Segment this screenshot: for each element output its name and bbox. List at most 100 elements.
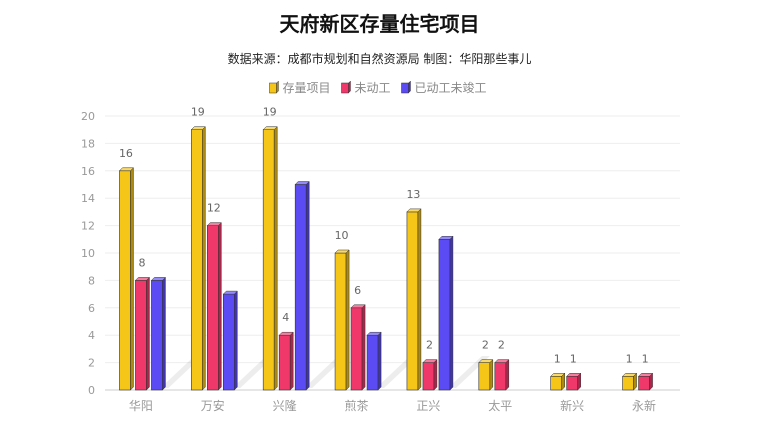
- value-label: 8: [138, 256, 145, 269]
- bar-存量项目-华阳: [119, 170, 131, 391]
- bar-side: [417, 208, 422, 391]
- bar-未动工-兴隆: [278, 334, 291, 391]
- bar-top: [206, 222, 222, 226]
- x-tick-label: 华阳: [129, 399, 153, 413]
- bar-top: [406, 208, 422, 213]
- bar-未动工-万安: [207, 225, 219, 391]
- bar-已动工未竣工-正兴: [438, 239, 451, 391]
- value-label: 2: [482, 339, 489, 352]
- bar-top: [494, 359, 510, 363]
- bar-top: [350, 304, 366, 309]
- bar-side: [202, 126, 206, 391]
- value-label: 13: [406, 188, 420, 201]
- y-tick-label: 16: [81, 165, 95, 178]
- y-tick-label: 20: [81, 110, 95, 123]
- chart-title: 天府新区存量住宅项目: [279, 12, 480, 36]
- y-tick-label: 0: [88, 384, 95, 397]
- x-tick-label: 永新: [632, 398, 656, 413]
- value-label: 19: [263, 106, 277, 119]
- bar-top: [621, 373, 638, 377]
- value-label: 10: [335, 229, 349, 242]
- bar-已动工未竣工-华阳: [151, 280, 163, 391]
- bar-存量项目-新兴: [550, 375, 562, 391]
- x-tick-label: 太平: [488, 398, 512, 413]
- legend: 存量项目 未动工 已动工未竣工: [269, 80, 487, 95]
- chart-subtitle: 数据来源：成都市规划和自然资源局 制图：华阳那些事儿: [227, 52, 532, 66]
- bar-存量项目-正兴: [406, 211, 419, 391]
- y-tick-label: 10: [81, 247, 95, 260]
- bar-未动工-新兴: [566, 375, 578, 391]
- bar-top: [294, 181, 310, 185]
- bar-side: [305, 180, 310, 391]
- value-label: 1: [554, 352, 561, 365]
- bar-top: [134, 277, 151, 281]
- x-tick-label: 万安: [201, 398, 225, 413]
- y-tick-label: 12: [81, 220, 95, 233]
- bar-top: [366, 331, 382, 336]
- bar-未动工-永新: [638, 375, 650, 391]
- bar-side: [289, 331, 294, 391]
- legend-swatch-side: [276, 80, 279, 94]
- legend-label: 未动工: [355, 81, 391, 95]
- bar-未动工-华阳: [135, 280, 147, 391]
- value-label: 6: [354, 284, 361, 297]
- bar-top: [566, 373, 582, 377]
- bar-side: [345, 249, 350, 391]
- bars: [118, 126, 654, 391]
- value-label: 2: [498, 339, 505, 352]
- bar-top: [150, 277, 167, 281]
- x-tick-label: 煎茶: [345, 398, 369, 413]
- x-axis: 华阳 万安 兴隆 煎茶 正兴 太平 新兴 永新: [129, 398, 656, 413]
- bar-top: [478, 359, 494, 363]
- bar-top: [550, 373, 566, 377]
- x-tick-label: 新兴: [560, 398, 584, 413]
- value-label: 4: [282, 311, 289, 324]
- legend-swatch-side: [348, 80, 351, 94]
- legend-label: 已动工未竣工: [415, 80, 487, 95]
- value-label: 1: [626, 352, 633, 365]
- legend-swatch: [269, 82, 277, 94]
- x-tick-label: 正兴: [416, 399, 440, 413]
- bar-存量项目-太平: [478, 362, 491, 391]
- y-tick-label: 4: [88, 329, 95, 342]
- y-tick-label: 2: [88, 357, 95, 370]
- bar-side: [361, 304, 366, 391]
- y-tick-label: 14: [81, 192, 95, 205]
- value-label: 1: [642, 352, 649, 365]
- bar-未动工-煎茶: [350, 307, 363, 391]
- y-axis: 0 2 4 6 8 10 12 14 16 18 20: [81, 110, 95, 397]
- y-tick-label: 18: [81, 137, 95, 150]
- bar-top: [334, 249, 350, 254]
- bar-未动工-太平: [494, 362, 507, 391]
- bar-top: [262, 126, 278, 130]
- value-label: 2: [426, 339, 433, 352]
- bar-未动工-正兴: [422, 362, 435, 391]
- legend-swatch-side: [408, 80, 411, 94]
- value-label: 12: [207, 202, 221, 215]
- bar-side: [449, 235, 454, 391]
- y-tick-label: 6: [88, 302, 95, 315]
- bar-存量项目-兴隆: [262, 129, 275, 391]
- legend-label: 存量项目: [283, 81, 331, 95]
- bar-side: [377, 331, 382, 391]
- bar-side: [433, 358, 438, 391]
- legend-swatch: [401, 82, 409, 94]
- bar-side: [489, 358, 494, 391]
- bar-存量项目-永新: [622, 375, 634, 391]
- bar-存量项目-煎茶: [334, 252, 347, 391]
- bar-存量项目-万安: [191, 129, 203, 391]
- value-label: 19: [191, 106, 205, 119]
- bar-已动工未竣工-煎茶: [366, 334, 379, 391]
- bar-top: [422, 359, 438, 363]
- bar-side: [162, 276, 166, 391]
- bar-side: [273, 126, 278, 391]
- bar-top: [637, 373, 654, 377]
- bar-已动工未竣工-万安: [223, 293, 235, 391]
- x-tick-label: 兴隆: [273, 398, 297, 413]
- bar-side: [130, 167, 134, 391]
- legend-swatch: [341, 82, 349, 94]
- bar-top: [278, 331, 294, 336]
- bar-top: [118, 167, 135, 172]
